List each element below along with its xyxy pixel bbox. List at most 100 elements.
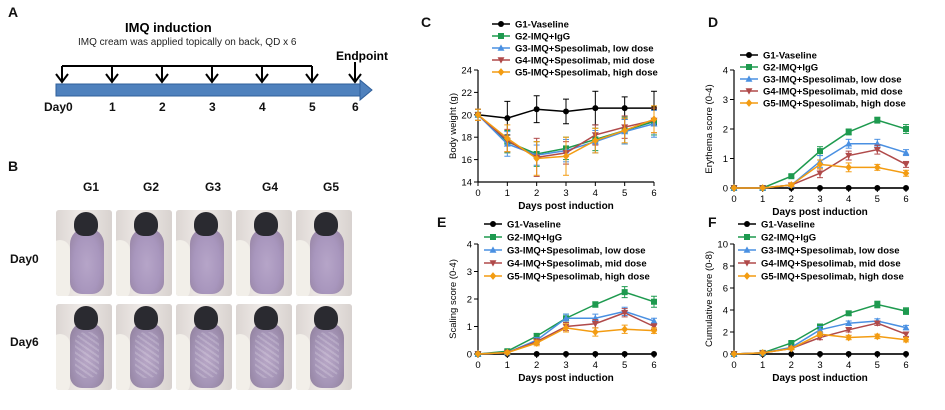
chart-scaling: 0 1 2 3 4 0 1 2 3 4 5 6 Days post induction Scaling s… xyxy=(448,220,658,384)
data-point xyxy=(816,326,824,333)
y-tick-label: 0 xyxy=(723,350,728,361)
x-axis-label: Days post induction xyxy=(518,201,614,212)
x-tick-label: 2 xyxy=(534,188,539,199)
legend-marker xyxy=(490,221,496,227)
panel-letter-b: B xyxy=(8,158,19,174)
x-tick-label: 2 xyxy=(789,194,794,205)
mouse-photo xyxy=(116,304,172,390)
endpoint-arrow xyxy=(348,62,362,84)
data-point xyxy=(845,333,852,342)
mouse-photo xyxy=(296,210,352,296)
y-tick-label: 2 xyxy=(723,125,728,136)
legend-label: G3-IMQ+Spesolimab, low dose xyxy=(515,44,654,55)
x-axis-label: Days post induction xyxy=(518,373,614,384)
data-point xyxy=(592,136,599,145)
dose-arrow xyxy=(205,66,219,84)
y-tick-label: 3 xyxy=(723,95,728,106)
dose-arrow xyxy=(155,66,169,84)
x-tick-label: 0 xyxy=(475,360,480,371)
y-tick-label: 1 xyxy=(723,154,728,165)
data-point xyxy=(788,173,795,180)
data-point xyxy=(533,339,540,347)
y-tick-label: 16 xyxy=(461,155,472,166)
data-point xyxy=(817,351,823,357)
mouse-photo xyxy=(56,304,112,390)
group-label: G4 xyxy=(262,180,279,194)
x-tick-label: 0 xyxy=(475,188,480,199)
y-tick-label: 8 xyxy=(723,262,728,273)
data-point xyxy=(504,115,511,122)
chart-cumulative: 0 2 4 6 8 10 0 1 2 3 4 5 6 Days post induction Cumulat… xyxy=(704,220,910,384)
x-tick-label: 6 xyxy=(651,188,656,199)
y-tick-label: 22 xyxy=(461,88,472,99)
legend-label: G1-Vaseline xyxy=(515,20,569,31)
y-axis-label: Cumulative score (0-8) xyxy=(704,251,715,347)
x-tick-label: 5 xyxy=(622,188,627,199)
panel-letter-e: E xyxy=(437,214,447,230)
legend-marker xyxy=(497,68,505,76)
y-tick-label: 14 xyxy=(461,178,472,189)
legend-marker xyxy=(746,52,752,58)
dose-arrows xyxy=(55,62,362,84)
mouse-photo xyxy=(176,210,232,296)
data-point xyxy=(845,319,853,326)
legend: G1-VaselineG2-IMQ+IgGG3-IMQ+Spesolimab, … xyxy=(738,220,904,283)
x-tick-label: 4 xyxy=(593,188,598,199)
legend-marker xyxy=(746,64,752,70)
chart-body-weight: 14 16 18 20 22 24 0 1 2 3 4 5 6 Days post induction Bo… xyxy=(448,20,658,213)
data-point xyxy=(845,128,852,135)
y-tick-label: 24 xyxy=(461,66,472,77)
y-tick-label: 3 xyxy=(467,267,472,278)
y-tick-label: 20 xyxy=(461,110,472,121)
legend-label: G5-IMQ+Spesolimab, high dose xyxy=(761,272,904,283)
data-point xyxy=(788,351,795,357)
legend-label: G3-IMQ+Spesolimab, low dose xyxy=(507,246,646,257)
data-point xyxy=(845,351,852,357)
data-point xyxy=(873,146,881,154)
legend-label: G4-IMQ+Spesolimab, mid dose xyxy=(761,259,901,270)
timeline-subtitle: IMQ cream was applied topically on back,… xyxy=(78,37,297,48)
mouse-photo xyxy=(296,304,352,390)
legend-label: G3-IMQ+Spesolimab, low dose xyxy=(761,246,900,257)
data-point xyxy=(873,320,881,327)
y-tick-label: 0 xyxy=(723,184,728,195)
x-tick-label: 6 xyxy=(903,194,908,205)
legend-label: G1-Vaseline xyxy=(761,220,815,231)
data-point xyxy=(621,351,628,357)
series xyxy=(731,116,909,191)
x-tick-label: 4 xyxy=(846,360,851,371)
dose-arrow xyxy=(55,66,69,84)
timeline-day-label: 4 xyxy=(259,100,266,114)
data-point xyxy=(592,351,599,357)
data-point xyxy=(788,340,795,346)
dose-arrow xyxy=(255,66,269,84)
row-label-day6: Day6 xyxy=(10,335,39,349)
legend-marker xyxy=(743,272,751,280)
legend-marker xyxy=(745,75,753,82)
timeline-endpoint-label: Endpoint xyxy=(336,49,388,63)
data-point xyxy=(788,181,795,189)
timeline-day-label: 5 xyxy=(309,100,316,114)
legend-label: G1-Vaseline xyxy=(763,51,817,62)
chart-erythema: 0 1 2 3 4 0 1 2 3 4 5 6 Days post induction Erythema … xyxy=(704,51,910,218)
x-tick-label: 6 xyxy=(651,360,656,371)
legend: G1-VaselineG2-IMQ+IgGG3-IMQ+Spesolimab, … xyxy=(740,51,906,110)
mouse-photo xyxy=(236,304,292,390)
data-point xyxy=(621,325,628,334)
legend-label: G2-IMQ+IgG xyxy=(507,233,562,244)
x-tick-label: 3 xyxy=(817,194,822,205)
panel-letter-d: D xyxy=(708,14,719,30)
data-point xyxy=(845,327,853,334)
data-point xyxy=(874,332,881,341)
data-point xyxy=(903,308,909,315)
timeline-title: IMQ induction xyxy=(125,20,212,35)
timeline-day-label: Day0 xyxy=(44,100,73,114)
data-point xyxy=(621,310,629,317)
group-label: G3 xyxy=(205,180,222,194)
dose-arrow xyxy=(105,66,119,84)
legend-marker xyxy=(744,234,750,240)
x-tick-label: 6 xyxy=(903,360,908,371)
data-point xyxy=(533,333,540,340)
x-tick-label: 1 xyxy=(505,360,510,371)
x-tick-label: 4 xyxy=(846,194,851,205)
